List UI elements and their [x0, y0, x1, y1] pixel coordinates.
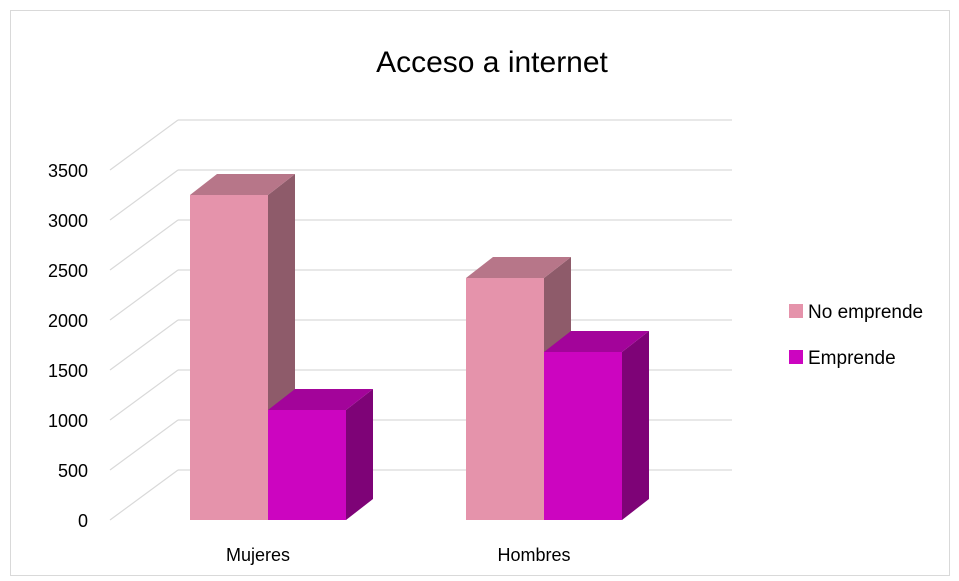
bar-top: [466, 257, 571, 278]
gridline-diagonal: [109, 369, 179, 421]
bar-top: [268, 389, 373, 410]
gridline-diagonal: [109, 219, 179, 271]
bar-hombres-emprende: [544, 331, 649, 520]
bar-side: [622, 331, 649, 520]
bar-front: [544, 352, 622, 520]
gridline-diagonal: [109, 319, 179, 371]
gridline-diagonal: [109, 119, 179, 171]
bar-top: [544, 331, 649, 352]
y-axis-ticks: 0 500 1000 1500 2000 2500 3000 3500: [48, 161, 88, 531]
y-tick-label: 1500: [48, 361, 88, 381]
legend-label: Emprende: [808, 348, 896, 369]
y-tick-label: 0: [78, 511, 88, 531]
y-tick-label: 2500: [48, 261, 88, 281]
bar-mujeres-emprende: [268, 389, 373, 520]
legend: No emprende Emprende: [789, 302, 923, 369]
legend-swatch: [789, 304, 803, 318]
y-tick-label: 3000: [48, 211, 88, 231]
bar-top: [190, 174, 295, 195]
gridline-diagonal: [109, 419, 179, 471]
bar-front: [268, 410, 346, 520]
chart-title: Acceso a internet: [376, 46, 608, 79]
y-tick-label: 1000: [48, 411, 88, 431]
x-tick-label: Mujeres: [226, 545, 290, 565]
y-tick-label: 500: [58, 461, 88, 481]
y-tick-label: 3500: [48, 161, 88, 181]
bar-side: [346, 389, 373, 520]
legend-swatch: [789, 350, 803, 364]
x-tick-label: Hombres: [497, 545, 570, 565]
y-tick-label: 2000: [48, 311, 88, 331]
gridline-diagonal: [109, 269, 179, 321]
x-axis-labels: Mujeres Hombres: [226, 545, 571, 565]
bar-front: [466, 278, 544, 520]
bar-front: [190, 195, 268, 520]
gridline-diagonal: [109, 469, 179, 521]
legend-label: No emprende: [808, 302, 923, 323]
gridline-diagonal: [109, 169, 179, 221]
bars: [190, 174, 649, 520]
